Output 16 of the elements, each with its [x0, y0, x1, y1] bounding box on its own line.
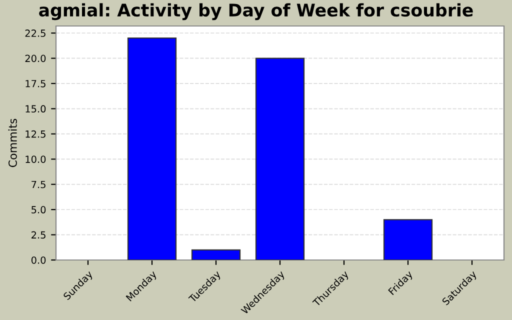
- bar: [127, 38, 177, 260]
- y-tick-label: 20.0: [25, 54, 46, 62]
- bar: [383, 219, 433, 260]
- y-tick-label: 10.0: [26, 156, 46, 163]
- y-tick-label: 22.5: [25, 30, 46, 37]
- bar: [255, 58, 305, 260]
- y-tick-label: 17.5: [26, 80, 46, 88]
- y-tick-label: 15.0: [26, 105, 46, 113]
- bar: [191, 249, 241, 260]
- y-tick-label: 2.5: [32, 231, 46, 239]
- y-tick-label: 7.5: [32, 180, 46, 188]
- y-tick-label: 0.0: [31, 256, 46, 264]
- y-tick-label: 5.0: [32, 206, 46, 214]
- chart-title: agmial: Activity by Day of Week for csoubrie: [39, 3, 473, 20]
- y-axis-title: Commits: [8, 118, 17, 168]
- y-tick-label: 12.5: [26, 130, 46, 138]
